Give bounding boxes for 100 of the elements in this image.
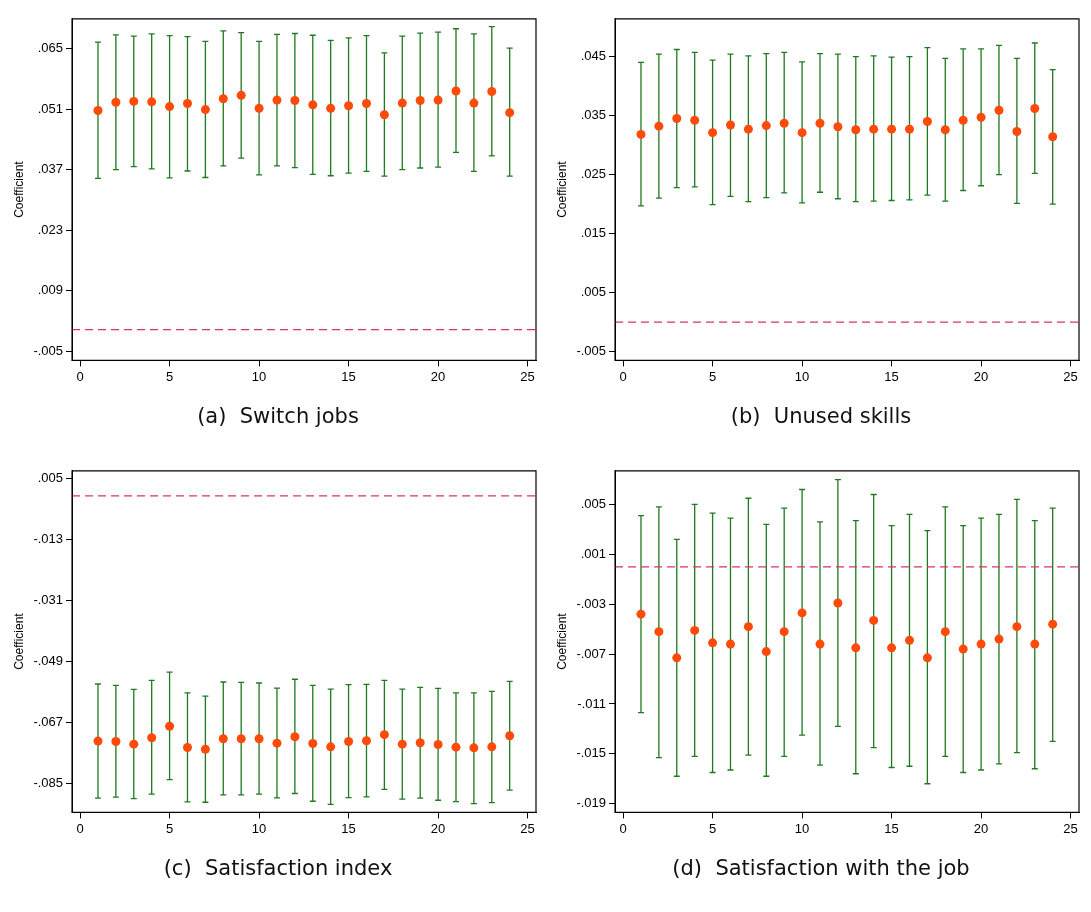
x-tick-label: 25 [1063,368,1078,384]
y-tick-label: -.067 [33,713,64,729]
point [851,643,861,653]
point [254,103,264,113]
text: (a) Switch jobs [197,404,359,428]
point [922,116,932,126]
point [815,639,825,649]
x-tick-label: 20 [430,820,446,836]
point [272,95,282,105]
point [505,731,515,741]
point [690,625,700,635]
x-tick-label: 5 [165,368,174,384]
y-tick-label: .005 [37,470,64,486]
point [182,743,192,753]
y-tick-label: -.049 [33,652,64,668]
x-tick-label: 5 [708,820,717,836]
point [654,627,664,637]
point [833,598,843,608]
point [761,121,771,131]
point [111,736,121,746]
point [361,99,371,109]
y-axis-title: Coefficient [554,160,569,218]
y-tick-label: .051 [37,100,64,116]
x-tick-label: 0 [76,368,84,384]
point [636,129,646,139]
y-tick-label: -.015 [576,745,607,761]
y-tick-label: -.031 [33,592,64,608]
x-tick-label: 20 [973,820,989,836]
point [1048,619,1058,629]
point [869,124,879,134]
point [326,742,336,752]
point [344,101,354,111]
point [272,738,282,748]
point [994,634,1004,644]
point [379,730,389,740]
text: (c) Satisfaction index [163,856,393,880]
point [815,118,825,128]
x-tick-label: 0 [619,368,627,384]
point [976,112,986,122]
point [415,738,425,748]
y-tick-label: .035 [580,107,607,123]
x-tick-label: 15 [884,368,899,384]
point [1030,103,1040,113]
point [129,96,139,106]
point [111,97,121,107]
point [361,736,371,746]
point [958,644,968,654]
point [672,114,682,124]
point [922,653,932,663]
y-tick-label: -.011 [577,695,607,711]
x-tick-label: 5 [165,820,174,836]
point [1012,622,1022,632]
point [690,115,700,125]
x-tick-label: 10 [794,368,810,384]
point [779,118,789,128]
point [743,124,753,134]
point [958,115,968,125]
point [308,738,318,748]
x-tick-label: 10 [794,820,810,836]
point [218,734,228,744]
point [887,643,897,653]
y-tick-label: .015 [580,225,607,241]
point [415,96,425,106]
x-tick-label: 15 [341,368,356,384]
point [940,627,950,637]
x-tick-label: 25 [520,368,535,384]
y-axis-title: Coefficient [11,160,26,218]
point [200,744,210,754]
x-tick-label: 15 [884,820,899,836]
point [451,86,461,96]
point [397,98,407,108]
point [397,739,407,749]
y-tick-label: .045 [580,48,607,64]
point [1048,132,1058,142]
y-tick-label: .025 [580,166,607,182]
point [1030,639,1040,649]
point [797,608,807,618]
point [433,739,443,749]
point [129,739,139,749]
point [994,105,1004,115]
y-tick-label: -.007 [576,645,607,661]
point [451,742,461,752]
y-tick-label: -.085 [33,774,64,790]
point [851,125,861,135]
point [976,639,986,649]
point [672,653,682,663]
x-tick-label: 0 [619,820,627,836]
y-tick-label: .037 [37,161,64,177]
point [433,95,443,105]
point [290,96,300,106]
point [326,103,336,113]
x-tick-label: 25 [520,820,535,836]
point [469,98,479,108]
point [165,721,175,731]
point [236,90,246,100]
point [308,100,318,110]
point [725,639,735,649]
y-tick-label: .065 [37,40,64,56]
point [743,622,753,632]
point [379,110,389,120]
